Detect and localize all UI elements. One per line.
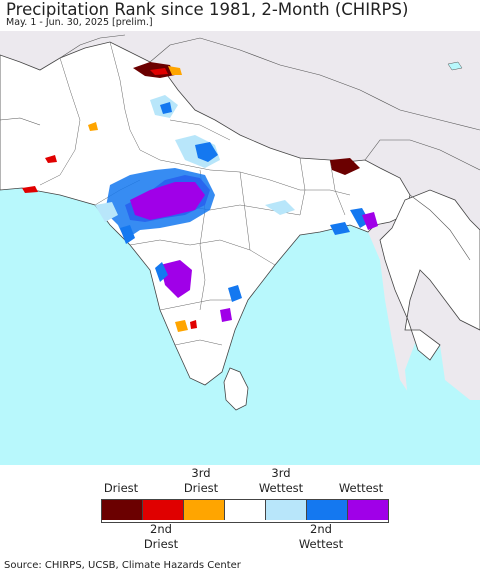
- legend-label-3rd-driest: 3rd Driest: [183, 466, 219, 495]
- map-title: Precipitation Rank since 1981, 2-Month (…: [6, 0, 409, 19]
- source-credit: Source: CHIRPS, UCSB, Climate Hazards Ce…: [4, 560, 241, 571]
- internal-borders: [39, 41, 351, 346]
- swatch-driest: [102, 500, 143, 520]
- lake-shape: [447, 61, 463, 71]
- myanmar-land: [379, 189, 480, 361]
- swatch-normal: [225, 500, 266, 520]
- legend-colorbar: [101, 499, 389, 523]
- precipitation-rank-map: [0, 31, 480, 465]
- sri-lanka: [223, 367, 249, 411]
- swatch-3rd-driest: [184, 500, 225, 520]
- swatch-3rd-wettest: [266, 500, 307, 520]
- map-subtitle: May. 1 - Jun. 30, 2025 [prelim.]: [6, 17, 153, 29]
- ocean: [0, 188, 480, 465]
- swatch-wettest: [348, 500, 388, 520]
- swatch-2nd-driest: [143, 500, 184, 520]
- legend: Driest 3rd Driest 3rd Wettest Wettest 2nd D…: [0, 466, 480, 556]
- swatch-2nd-wettest: [307, 500, 348, 520]
- legend-label-2nd-driest: 2nd Driest: [143, 522, 179, 551]
- legend-label-wettest: Wettest: [338, 481, 384, 495]
- neighbor-borders: [0, 34, 480, 261]
- precipitation-patches: [22, 62, 378, 332]
- andaman-sea: [405, 330, 480, 465]
- legend-label-2nd-wettest: 2nd Wettest: [298, 522, 344, 551]
- legend-label-3rd-wettest: 3rd Wettest: [258, 466, 304, 495]
- legend-label-driest: Driest: [103, 481, 139, 495]
